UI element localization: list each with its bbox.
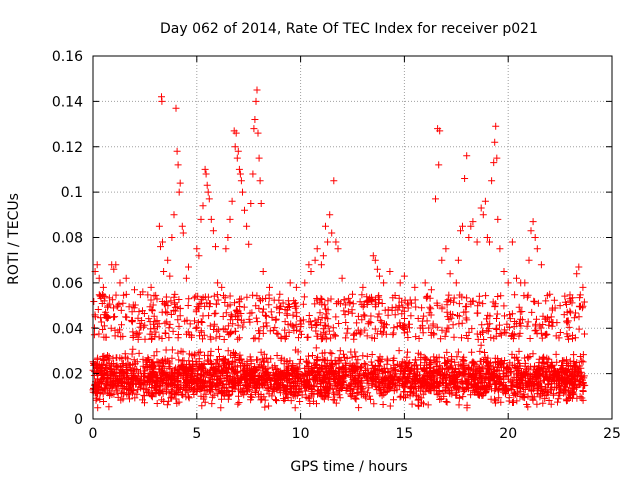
y-tick-label: 0: [74, 412, 83, 428]
x-axis-label: GPS time / hours: [290, 459, 407, 475]
y-tick-label: 0.16: [52, 49, 83, 65]
y-tick-label: 0.02: [52, 367, 83, 383]
axes: 0 5 10 15 20 25 0 0.02 0.04 0.06 0.08 0.1 0.12 0.14 0.…: [52, 49, 621, 442]
y-tick-label: 0.12: [52, 140, 83, 156]
y-tick-label: 0.06: [52, 276, 83, 292]
data-points: [89, 86, 589, 412]
x-tick-label: 15: [395, 426, 413, 442]
x-tick-label: 10: [292, 426, 310, 442]
y-axis-label: ROTI / TECUs: [6, 193, 22, 285]
chart-title: Day 062 of 2014, Rate Of TEC Index for r…: [160, 21, 538, 37]
x-tick-label: 20: [499, 426, 517, 442]
series-roti-p021-markers: [89, 86, 589, 412]
x-tick-label: 5: [192, 426, 201, 442]
y-tick-label: 0.1: [61, 185, 83, 201]
x-tick-label: 0: [89, 426, 98, 442]
y-tick-label: 0.04: [52, 321, 83, 337]
y-tick-label: 0.08: [52, 231, 83, 247]
y-tick-label: 0.14: [52, 94, 83, 110]
x-tick-label: 25: [603, 426, 621, 442]
